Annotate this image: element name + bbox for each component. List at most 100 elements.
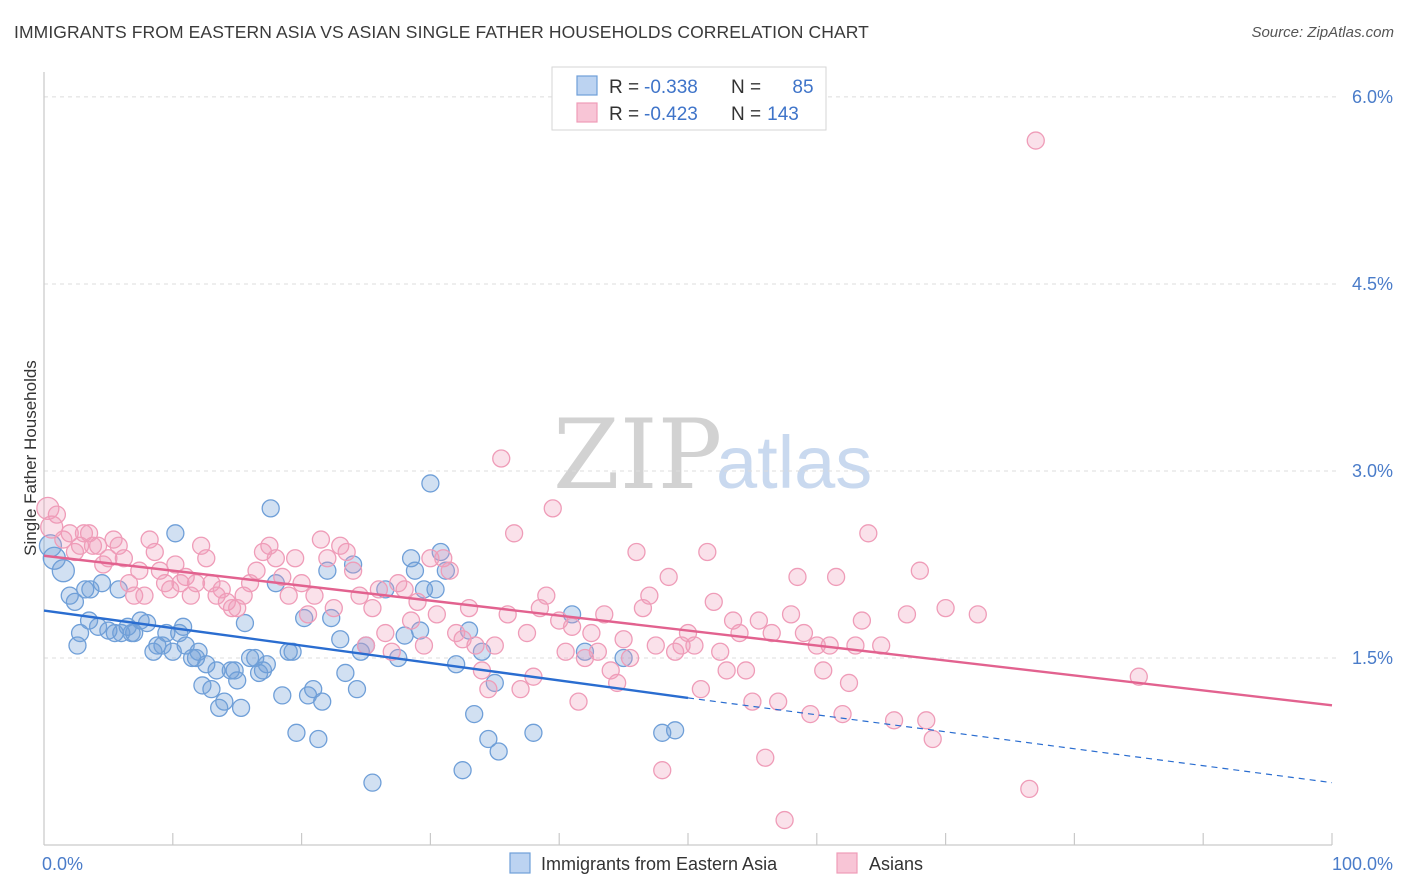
legend: Immigrants from Eastern Asia Asians (509, 852, 923, 874)
point-asians (186, 574, 206, 593)
y-tick-label: 4.5% (1352, 274, 1393, 294)
x-tick-label-min: 0.0% (42, 854, 83, 874)
point-immigrants-eastern-asia (363, 773, 382, 792)
point-asians (698, 542, 717, 562)
point-asians (485, 636, 504, 655)
point-immigrants-eastern-asia (197, 655, 216, 674)
point-immigrants-eastern-asia (665, 721, 685, 740)
series-immigrants-eastern-asia (38, 474, 685, 792)
chart-title: IMMIGRANTS FROM EASTERN ASIA VS ASIAN SI… (14, 22, 869, 42)
trend-line-asians (43, 554, 1333, 707)
point-asians (408, 592, 427, 612)
point-immigrants-eastern-asia (231, 698, 251, 718)
point-immigrants-eastern-asia (65, 592, 85, 612)
point-asians (833, 704, 852, 724)
y-tick-label: 6.0% (1352, 87, 1393, 107)
point-asians (582, 623, 601, 643)
y-tick-labels: 1.5% 3.0% 4.5% 6.0% (1352, 87, 1393, 668)
point-immigrants-eastern-asia (347, 680, 367, 699)
point-asians (40, 515, 64, 539)
point-asians (292, 574, 311, 593)
point-asians (704, 592, 723, 612)
point-asians (74, 524, 94, 543)
point-asians (569, 692, 588, 711)
watermark-atlas: atlas (716, 421, 872, 504)
point-asians (769, 692, 788, 711)
legend-swatch-immigrants-eastern-asia (509, 852, 531, 874)
point-asians (440, 561, 459, 580)
point-asians (395, 580, 414, 599)
point-asians (401, 611, 421, 630)
series-asians (36, 131, 1148, 830)
stats-swatch-blue (576, 75, 598, 96)
chart-source: Source: ZipAtlas.com (1251, 24, 1394, 41)
point-asians (1129, 667, 1148, 686)
point-asians (36, 496, 60, 521)
point-asians (691, 680, 711, 699)
y-tick-label: 1.5% (1352, 648, 1393, 668)
gridlines (44, 96, 1338, 659)
point-asians (504, 524, 524, 543)
watermark-zip: ZIP (553, 399, 722, 511)
point-asians (161, 580, 180, 599)
point-asians (640, 586, 659, 605)
point-asians (659, 567, 678, 587)
point-asians (305, 586, 324, 605)
stats-n-value-pink: 143 (767, 104, 799, 125)
point-immigrants-eastern-asia (109, 580, 128, 599)
point-asians (427, 605, 446, 624)
point-asians (47, 505, 67, 524)
point-asians (286, 549, 305, 568)
point-asians (318, 549, 337, 568)
point-asians (653, 761, 672, 780)
stats-r-label-blue: R = (609, 77, 639, 98)
point-asians (556, 642, 575, 661)
point-asians (781, 605, 801, 624)
point-asians (145, 542, 164, 562)
point-asians (421, 549, 440, 568)
point-asians (736, 661, 756, 680)
point-immigrants-eastern-asia (221, 661, 240, 680)
point-asians (775, 810, 794, 830)
point-asians (273, 567, 292, 587)
point-immigrants-eastern-asia (228, 671, 247, 690)
point-asians (298, 605, 318, 624)
point-asians (1020, 779, 1039, 799)
point-asians (711, 642, 730, 661)
point-asians (936, 598, 955, 618)
point-immigrants-eastern-asia (309, 729, 328, 749)
y-axis-title: Single Father Households (21, 360, 40, 556)
stats-r-value-blue: -0.338 (644, 77, 698, 98)
point-asians (511, 680, 530, 699)
point-immigrants-eastern-asia (287, 723, 306, 742)
point-immigrants-eastern-asia (235, 613, 255, 633)
point-asians (88, 536, 108, 555)
point-asians (730, 623, 749, 643)
point-asians (756, 748, 775, 767)
y-tick-label: 3.0% (1352, 461, 1393, 481)
point-asians (125, 586, 144, 605)
point-immigrants-eastern-asia (166, 524, 185, 543)
stats-r-value-pink: -0.423 (644, 104, 698, 125)
point-asians (114, 549, 134, 568)
point-asians (166, 555, 185, 574)
point-asians (923, 729, 942, 749)
point-asians (537, 586, 556, 605)
point-asians (479, 680, 498, 699)
point-immigrants-eastern-asia (257, 655, 276, 674)
point-immigrants-eastern-asia (313, 692, 332, 711)
point-immigrants-eastern-asia (614, 648, 633, 668)
point-asians (356, 636, 376, 655)
point-immigrants-eastern-asia (453, 761, 472, 780)
point-asians (1026, 131, 1045, 150)
legend-swatch-asians (836, 852, 858, 874)
stats-box-frame (551, 66, 827, 131)
point-asians (562, 617, 582, 636)
point-immigrants-eastern-asia (489, 742, 508, 761)
point-asians (749, 611, 768, 630)
point-asians (646, 636, 665, 655)
point-asians (543, 499, 562, 518)
point-asians (910, 561, 929, 580)
point-immigrants-eastern-asia (202, 680, 221, 699)
point-immigrants-eastern-asia (331, 630, 350, 649)
